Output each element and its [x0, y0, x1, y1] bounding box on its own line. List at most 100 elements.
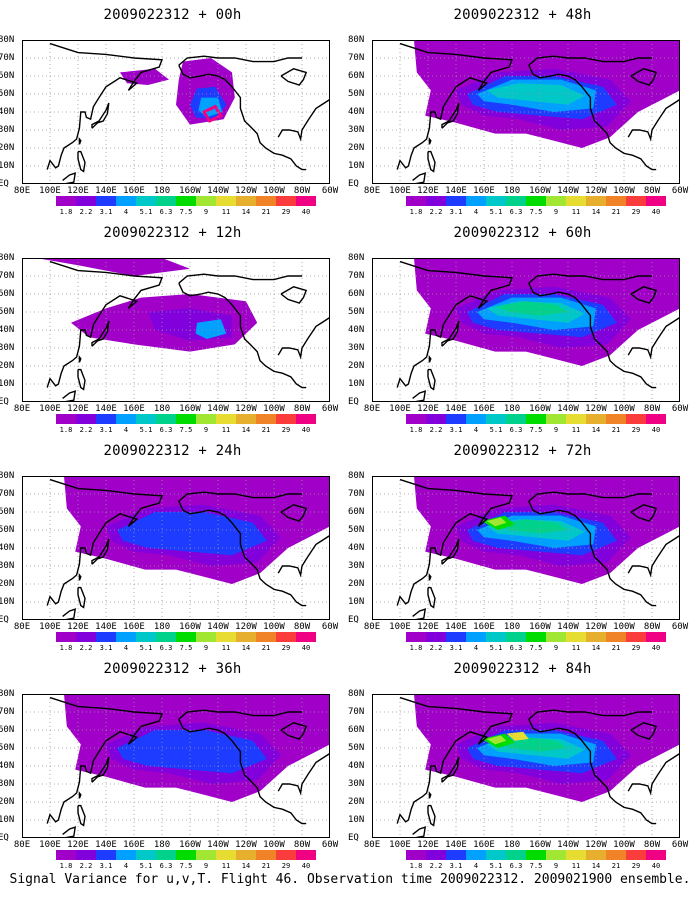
colorbar-tick-label: 40 — [651, 644, 661, 652]
colorbar-tick-label: 14 — [591, 644, 601, 652]
coastline — [178, 273, 302, 284]
coastline — [441, 756, 460, 783]
coastline — [91, 102, 110, 129]
colorbar-swatch — [136, 850, 156, 860]
colorbar-swatch — [176, 632, 196, 642]
colorbar-tick-label: 21 — [261, 426, 271, 434]
latitude-label: 70N — [348, 53, 365, 63]
coastline — [78, 790, 82, 799]
longitude-label: 100E — [39, 186, 61, 196]
colorbar-swatch — [156, 632, 176, 642]
colorbar-tick-label: 6.3 — [509, 862, 523, 870]
latitude-label: 70N — [348, 489, 365, 499]
longitude-label: 140W — [557, 622, 579, 632]
latitude-label: 30N — [348, 343, 365, 353]
colorbar-swatch — [156, 850, 176, 860]
latitude-label: 50N — [0, 743, 15, 753]
latitude-label: 20N — [0, 361, 15, 371]
longitude-label: 80W — [643, 186, 661, 196]
colorbar-tick-label: 2.2 — [429, 426, 443, 434]
longitude-label: 160E — [473, 840, 495, 850]
coastline — [412, 390, 427, 402]
coastline — [46, 696, 163, 824]
coastline — [280, 286, 308, 304]
colorbar-swatch — [526, 196, 546, 206]
colorbar-swatch — [196, 414, 216, 424]
coastline — [178, 718, 307, 825]
coastline — [441, 320, 460, 347]
longitude-label: 160W — [529, 186, 551, 196]
colorbar-swatch — [606, 196, 626, 206]
latitude-label: EQ — [0, 615, 9, 625]
variance-map — [372, 476, 680, 620]
longitude-label: 120W — [235, 186, 257, 196]
colorbar-swatch — [586, 196, 606, 206]
coastline — [77, 586, 86, 609]
colorbar-swatch — [646, 414, 666, 424]
latitude-label: 30N — [0, 125, 15, 135]
colorbar-swatch — [276, 632, 296, 642]
variance-map — [22, 694, 330, 838]
longitude-label: 100W — [613, 840, 635, 850]
colorbar-swatch — [546, 850, 566, 860]
longitude-label: 80E — [13, 622, 31, 632]
colorbar-swatch — [276, 850, 296, 860]
latitude-label: 40N — [0, 107, 15, 117]
colorbar-swatch — [406, 414, 426, 424]
colorbar-tick-label: 29 — [631, 644, 641, 652]
latitude-label: 70N — [348, 707, 365, 717]
longitude-label: 80W — [293, 622, 311, 632]
latitude-label: 70N — [0, 707, 15, 717]
coastline — [427, 368, 436, 391]
colorbar-swatch — [586, 850, 606, 860]
coastline — [178, 55, 302, 66]
colorbar — [56, 632, 316, 642]
colorbar-tick-label: 4 — [123, 644, 129, 652]
latitude-label: 50N — [348, 743, 365, 753]
colorbar-swatch — [646, 632, 666, 642]
colorbar-swatch — [76, 850, 96, 860]
longitude-label: 60W — [321, 622, 339, 632]
colorbar-swatch — [116, 196, 136, 206]
variance-map — [372, 694, 680, 838]
colorbar-tick-label: 2.2 — [429, 208, 443, 216]
longitude-label: 120W — [585, 186, 607, 196]
colorbar-tick-label: 5.1 — [139, 862, 153, 870]
coastline — [396, 260, 513, 388]
latitude-label: 80N — [0, 35, 15, 45]
longitude-label: 140E — [445, 404, 467, 414]
colorbar-tick-label: 3.1 — [449, 862, 463, 870]
colorbar-swatch — [586, 414, 606, 424]
latitude-label: 10N — [348, 161, 365, 171]
colorbar-swatch — [486, 414, 506, 424]
colorbar-swatch — [426, 196, 446, 206]
colorbar-tick-label: 1.8 — [409, 208, 423, 216]
coastline — [277, 98, 330, 142]
coastline — [528, 500, 657, 607]
colorbar-tick-label: 6.3 — [509, 208, 523, 216]
colorbar-tick-label: 4 — [473, 862, 479, 870]
latitude-label: 10N — [348, 597, 365, 607]
coastline — [627, 98, 680, 142]
latitude-label: 80N — [348, 253, 365, 263]
coastline — [46, 42, 163, 170]
variance-contour — [117, 730, 267, 774]
longitude-label: 80E — [363, 186, 381, 196]
longitude-label: 120W — [585, 622, 607, 632]
colorbar-swatch — [256, 196, 276, 206]
colorbar-swatch — [116, 414, 136, 424]
forecast-panel: 2009022312 + 48h 80N 70N 60N 50N 40N 30N 20N 10N… — [348, 0, 695, 216]
longitude-label: 180 — [153, 840, 171, 850]
map-frame — [22, 40, 330, 184]
longitude-label: 180 — [503, 622, 521, 632]
coastline — [428, 354, 432, 363]
longitude-label: 160W — [179, 622, 201, 632]
coastline — [178, 500, 307, 607]
longitude-label: 140W — [207, 840, 229, 850]
colorbar-tick-label: 2.2 — [79, 862, 93, 870]
coastline — [427, 586, 436, 609]
panel-title: 2009022312 + 72h — [453, 443, 592, 459]
map-frame — [372, 694, 680, 838]
colorbar-swatch — [506, 196, 526, 206]
longitude-label: 60W — [671, 622, 689, 632]
